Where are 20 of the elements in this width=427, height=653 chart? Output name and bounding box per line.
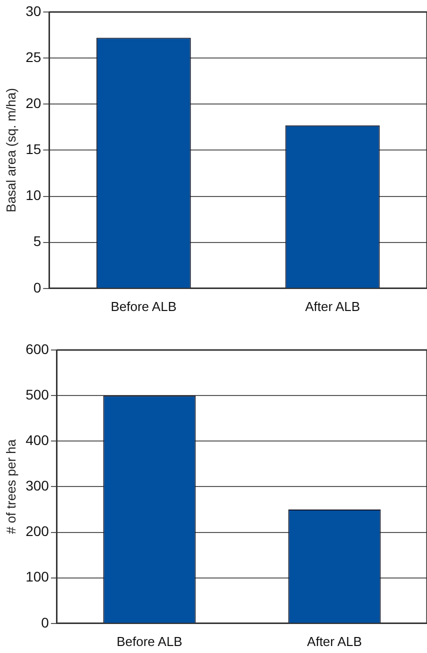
y-tick-label: 500	[26, 386, 50, 402]
x-tick-label: After ALB	[305, 298, 360, 314]
y-axis-title: Basal area (sq. m/ha)	[3, 88, 18, 212]
y-axis-title: # of trees per ha	[3, 438, 18, 534]
y-tick-label: 0	[33, 279, 42, 296]
y-tick-label: 400	[26, 432, 50, 448]
y-tick-label: 20	[26, 94, 42, 111]
y-tick-label: 200	[26, 523, 50, 540]
x-tick-label: Before ALB	[116, 634, 182, 649]
x-tick-label: After ALB	[307, 634, 362, 649]
y-tick-label: 5	[33, 233, 42, 250]
y-tick-label: 25	[26, 48, 42, 65]
y-tick-label: 300	[26, 478, 50, 494]
y-tick-label: 0	[41, 614, 50, 630]
y-tick-label: 600	[26, 340, 50, 357]
y-tick-label: 15	[26, 141, 42, 158]
y-tick-label: 100	[26, 568, 50, 585]
y-tick-label: 30	[26, 2, 42, 19]
x-tick-label: Before ALB	[110, 298, 177, 314]
y-tick-label: 10	[26, 187, 42, 204]
